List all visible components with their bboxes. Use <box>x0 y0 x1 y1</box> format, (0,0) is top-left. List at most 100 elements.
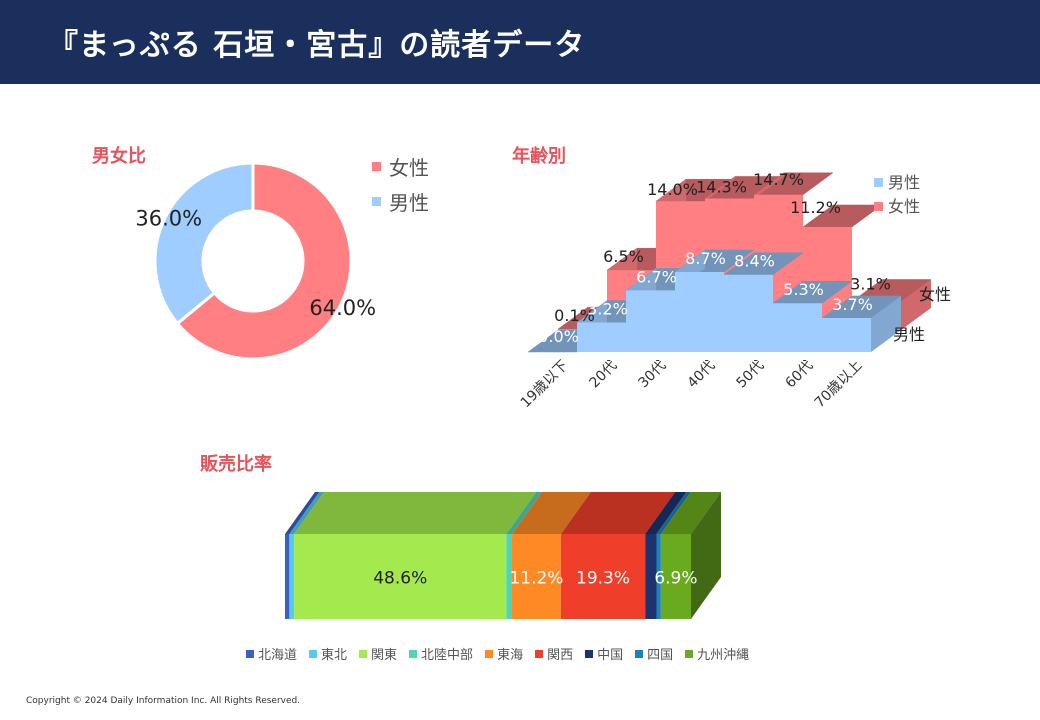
sales-segment-2 <box>294 534 507 619</box>
female-ribbon-riser-3 <box>754 172 784 199</box>
age-male-label-1: 3.2% <box>587 300 628 319</box>
age-female-label-6: 3.1% <box>850 274 891 293</box>
age-male-label-0: 0.0% <box>538 327 579 346</box>
sales-label-2: 48.6% <box>373 569 427 589</box>
sales-legend-item-2: 関東 <box>359 644 397 663</box>
sales-top-4 <box>512 492 591 534</box>
gender-legend-item-0: 女性 <box>372 152 429 181</box>
copyright-text: Copyright © 2024 Daily Information Inc. … <box>26 696 301 706</box>
age-chart-title: 年齢別 <box>512 146 566 167</box>
legend-swatch <box>372 162 381 171</box>
legend-label: 女性 <box>389 156 429 180</box>
depth-label-female: 女性 <box>919 285 951 304</box>
male-ribbon-front <box>528 271 871 352</box>
age-male-label-3: 8.7% <box>685 249 726 268</box>
age-female-label-3: 14.3% <box>696 177 747 196</box>
sales-legend-item-5: 関西 <box>535 644 573 663</box>
gender-legend-item-1: 男性 <box>372 187 429 216</box>
legend-label: 東海 <box>497 648 524 663</box>
legend-label: 中国 <box>597 648 624 663</box>
sales-segment-1 <box>289 534 295 619</box>
sales-top-0 <box>285 492 320 534</box>
legend-swatch <box>485 649 494 658</box>
sales-segment-7 <box>656 534 661 619</box>
female-ribbon-riser-2 <box>705 176 735 202</box>
sales-legend-item-1: 東北 <box>309 644 347 663</box>
sales-label-8: 6.9% <box>654 569 697 589</box>
sales-legend-item-0: 北海道 <box>246 644 297 663</box>
male-ribbon-end-side <box>871 295 901 352</box>
legend-label: 関西 <box>547 648 574 663</box>
sales-3d-bar-chart: 48.6% 11.2% 19.3% 6.9% <box>285 492 721 619</box>
age-tick-label-6: 70歳以上 <box>812 358 866 412</box>
age-tick-label-1: 20代 <box>587 358 621 392</box>
legend-swatch <box>635 649 644 658</box>
sales-legend-item-7: 四国 <box>635 644 673 663</box>
age-legend-label-0: 男性 <box>888 173 920 192</box>
sales-top-5 <box>560 492 676 534</box>
age-tick-label-0: 19歳以下 <box>518 358 572 412</box>
age-female-label-4: 14.7% <box>753 170 804 189</box>
page-title: 『まっぷる 石垣・宮古』の読者データ <box>48 28 586 63</box>
age-tick-label-2: 30代 <box>636 358 670 392</box>
gender-legend: 女性 男性 <box>372 152 429 222</box>
legend-label: 北海道 <box>258 648 298 663</box>
gender-donut-chart: 64.0% 36.0% <box>135 161 376 361</box>
donut-slice-1 <box>153 161 255 326</box>
sales-legend-item-6: 中国 <box>585 644 623 663</box>
sales-chart-title: 販売比率 <box>200 454 272 475</box>
legend-swatch <box>585 649 594 658</box>
age-tick-label-3: 40代 <box>685 358 719 392</box>
depth-label-male: 男性 <box>893 325 925 344</box>
sales-legend-item-3: 北陸中部 <box>409 644 473 663</box>
legend-swatch <box>685 649 694 658</box>
age-tick-label-5: 60代 <box>783 358 817 392</box>
legend-swatch <box>359 649 368 658</box>
legend-label: 九州沖縄 <box>697 648 750 663</box>
sales-segment-8 <box>660 534 691 619</box>
sales-top-6 <box>645 492 687 534</box>
sales-legend-item-8: 九州沖縄 <box>685 644 749 663</box>
male-ribbon-top-5 <box>772 280 853 304</box>
age-legend-swatch-1 <box>874 202 883 211</box>
sales-top-1 <box>289 492 325 534</box>
sales-top-7 <box>656 492 691 534</box>
gender-chart-title: 男女比 <box>92 146 146 167</box>
age-male-label-5: 5.3% <box>783 280 824 299</box>
legend-label: 男性 <box>389 191 429 215</box>
age-male-label-2: 6.7% <box>636 267 677 286</box>
age-female-label-2: 14.0% <box>647 180 698 199</box>
age-3d-chart: 0.1% 6.5% 14.0%14.3% 14.7% 11.2% 3.1% 0.0% 3.2%… <box>518 170 951 412</box>
legend-swatch <box>372 197 381 206</box>
sales-segment-6 <box>645 534 657 619</box>
sales-segment-4 <box>512 534 561 619</box>
sales-top-2 <box>294 492 537 534</box>
header-bar: 『まっぷる 石垣・宮古』の読者データ <box>0 0 1040 84</box>
sales-label-5: 19.3% <box>576 569 630 589</box>
age-male-label-4: 8.4% <box>734 252 775 271</box>
age-legend-swatch-0 <box>874 178 883 187</box>
sales-segment-5 <box>560 534 646 619</box>
legend-label: 四国 <box>647 648 674 663</box>
sales-legend: 北海道 東北 関東 北陸中部 東海 関西 中国 四国 九州沖縄 <box>246 644 749 663</box>
age-male-label-6: 3.7% <box>832 295 873 314</box>
age-tick-label-4: 50代 <box>734 358 768 392</box>
sales-segment-3 <box>506 534 513 619</box>
sales-top-3 <box>506 492 543 534</box>
sales-legend-item-4: 東海 <box>485 644 523 663</box>
sales-segment-0 <box>285 534 290 619</box>
sales-side-face <box>691 492 721 619</box>
legend-label: 東北 <box>321 648 348 663</box>
donut-label-1: 36.0% <box>135 207 202 231</box>
age-female-label-5: 11.2% <box>790 198 841 217</box>
donut-slice-0 <box>175 161 353 361</box>
age-legend-label-1: 女性 <box>888 197 920 216</box>
legend-swatch <box>409 649 418 658</box>
legend-swatch <box>246 649 254 658</box>
age-female-label-1: 6.5% <box>603 247 644 266</box>
legend-label: 関東 <box>371 648 398 663</box>
sales-top-8 <box>660 492 721 534</box>
age-female-label-0: 0.1% <box>554 306 595 325</box>
donut-label-0: 64.0% <box>309 296 376 320</box>
legend-label: 北陸中部 <box>421 648 474 663</box>
